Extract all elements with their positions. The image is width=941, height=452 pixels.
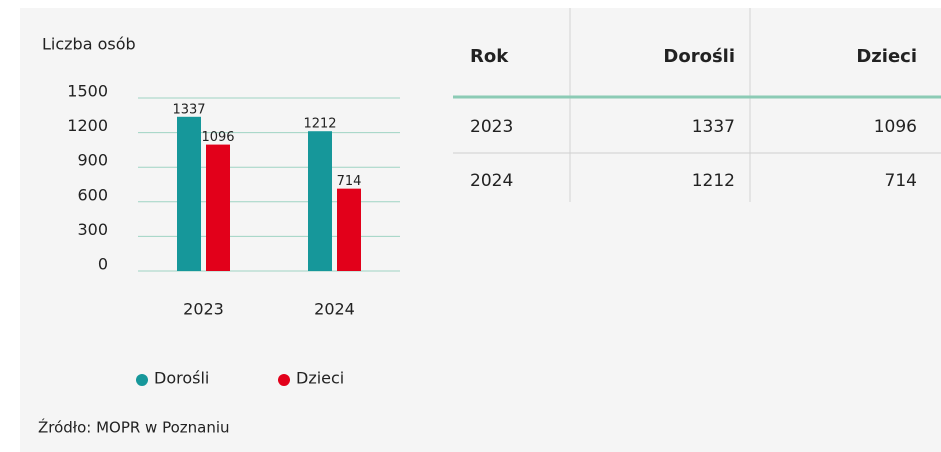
table-header: Dorośli bbox=[663, 46, 735, 67]
table-cell: 714 bbox=[885, 171, 917, 191]
table-cell: 1337 bbox=[692, 117, 735, 137]
bar bbox=[308, 131, 332, 271]
data-label: 1096 bbox=[201, 130, 234, 145]
x-tick-label: 2023 bbox=[183, 300, 224, 319]
y-tick-label: 1200 bbox=[67, 116, 108, 135]
legend-label: Dzieci bbox=[296, 369, 344, 388]
bar bbox=[206, 144, 230, 271]
table-cell: 1212 bbox=[692, 171, 735, 191]
data-label: 1337 bbox=[172, 102, 205, 117]
table-cell: 2023 bbox=[470, 117, 513, 137]
legend-marker bbox=[136, 374, 148, 386]
source: Źródło: MOPR w Poznaniu bbox=[38, 418, 230, 437]
panel bbox=[20, 8, 941, 452]
y-tick-label: 900 bbox=[77, 151, 108, 170]
legend-marker bbox=[278, 374, 290, 386]
legend-label: Dorośli bbox=[154, 369, 209, 388]
data-label: 1212 bbox=[303, 117, 336, 132]
y-tick-label: 1500 bbox=[67, 82, 108, 101]
y-tick-label: 0 bbox=[98, 255, 108, 274]
y-tick-label: 600 bbox=[77, 185, 108, 204]
bar bbox=[337, 188, 361, 271]
table-header: Rok bbox=[470, 46, 509, 67]
table-cell: 1096 bbox=[874, 117, 917, 137]
table-header: Dzieci bbox=[856, 46, 917, 67]
y-tick-label: 300 bbox=[77, 220, 108, 239]
table-cell: 2024 bbox=[470, 171, 513, 191]
bar bbox=[177, 116, 201, 271]
x-tick-label: 2024 bbox=[314, 300, 355, 319]
chart-title: Liczba osób bbox=[42, 35, 136, 54]
data-label: 714 bbox=[337, 174, 362, 189]
